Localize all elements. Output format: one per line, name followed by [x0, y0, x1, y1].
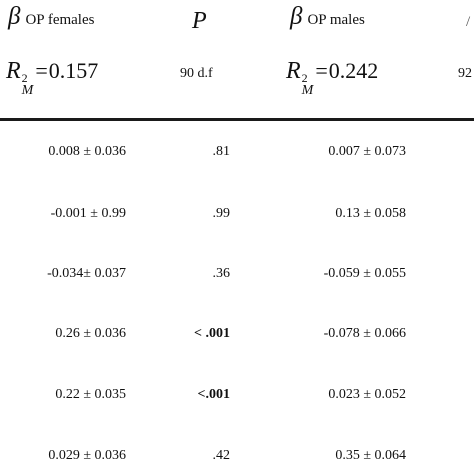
females-beta-cell: 0.008 ± 0.036: [48, 144, 126, 159]
header-p-value: P: [192, 8, 207, 34]
males-beta-cell: 0.13 ± 0.058: [335, 206, 406, 221]
r-subscript: M: [301, 83, 314, 98]
p-value-cell: .99: [212, 206, 231, 221]
females-r2-statistic: R 2 M = 0.157: [6, 58, 99, 98]
header-beta-op-females: β OP females: [8, 4, 94, 29]
header-rule: [0, 118, 474, 121]
females-beta-cell: 0.26 ± 0.036: [55, 326, 126, 341]
females-beta-cell: -0.001 ± 0.99: [50, 206, 126, 221]
females-beta-cell: 0.029 ± 0.036: [48, 448, 126, 463]
p-value-cell-significant: <.001: [197, 387, 230, 402]
males-beta-cell: 0.007 ± 0.073: [328, 144, 406, 159]
beta-symbol: β: [8, 3, 21, 30]
cut-right-df-fragment: 92: [458, 66, 472, 81]
males-beta-cell: -0.059 ± 0.055: [323, 266, 406, 281]
r-superscript: 2: [301, 71, 308, 85]
equals-sign: =: [35, 58, 48, 83]
females-beta-cell: -0.034± 0.037: [47, 266, 126, 281]
males-r2-value: 0.242: [328, 58, 379, 83]
r-symbol: R: [286, 58, 301, 84]
p-value-cell: .81: [212, 144, 231, 159]
equals-sign: =: [315, 58, 328, 83]
males-r2-statistic: R 2 M = 0.242: [286, 58, 379, 98]
p-degrees-of-freedom: 90 d.f: [180, 66, 213, 81]
header-beta-op-males: β OP males: [290, 4, 365, 29]
females-beta-cell: 0.22 ± 0.035: [55, 387, 126, 402]
p-value-cell-significant: < .001: [194, 326, 230, 341]
r-subscript: M: [21, 83, 34, 98]
beta-symbol: β: [290, 3, 303, 30]
p-value-cell: .36: [212, 266, 231, 281]
p-value-cell: .42: [212, 448, 231, 463]
r-superscript: 2: [21, 71, 28, 85]
males-beta-cell: 0.023 ± 0.052: [328, 387, 406, 402]
males-beta-cell: -0.078 ± 0.066: [323, 326, 406, 341]
r-symbol: R: [6, 58, 21, 84]
females-r2-value: 0.157: [48, 58, 99, 83]
header-cut-right-fragment: /: [466, 14, 471, 30]
header-op-males-label: OP males: [307, 12, 365, 28]
males-beta-cell: 0.35 ± 0.064: [335, 448, 406, 463]
header-op-females-label: OP females: [25, 12, 95, 28]
